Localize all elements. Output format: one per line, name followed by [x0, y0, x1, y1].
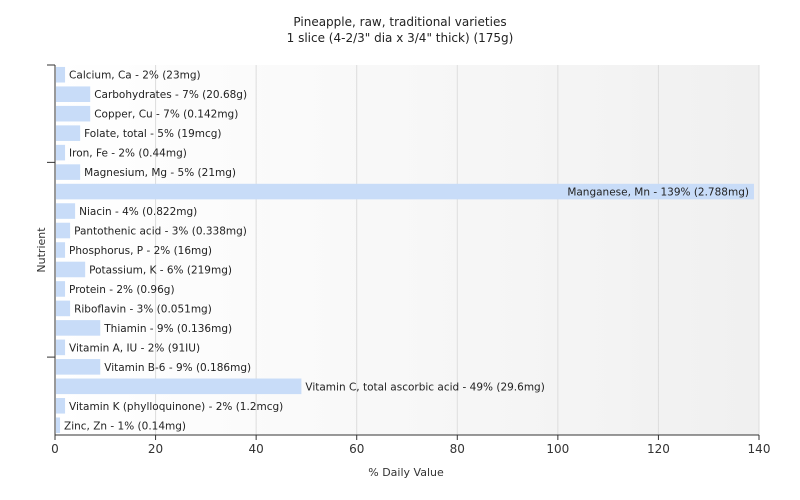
bar-label: Calcium, Ca - 2% (23mg) — [69, 70, 201, 82]
y-axis-label: Nutrient — [35, 227, 48, 273]
x-tick-label: 120 — [647, 442, 670, 456]
bar — [56, 144, 66, 161]
plot-background — [55, 65, 759, 435]
bar — [56, 300, 71, 317]
bar — [56, 164, 81, 180]
bar-label: Vitamin A, IU - 2% (91IU) — [69, 342, 200, 354]
bar — [56, 339, 66, 356]
bar-label: Carbohydrates - 7% (20.68g) — [94, 89, 247, 101]
bar-label: Iron, Fe - 2% (0.44mg) — [69, 148, 187, 160]
bar — [56, 125, 81, 141]
x-tick-label: 80 — [450, 442, 465, 456]
x-tick-label: 20 — [148, 442, 163, 456]
bar — [56, 261, 86, 278]
bar-label: Thiamin - 9% (0.136mg) — [103, 323, 232, 335]
bar — [56, 359, 101, 375]
bar — [56, 105, 91, 122]
bar — [56, 222, 71, 239]
x-tick-label: 60 — [349, 442, 364, 456]
x-tick-label: 100 — [546, 442, 569, 456]
bar-label: Manganese, Mn - 139% (2.788mg) — [567, 187, 749, 199]
bar — [56, 183, 754, 200]
bar-label: Phosphorus, P - 2% (16mg) — [69, 245, 212, 257]
bar — [56, 398, 66, 414]
bar-label: Riboflavin - 3% (0.051mg) — [74, 303, 212, 315]
bar-label: Niacin - 4% (0.822mg) — [79, 206, 197, 218]
bar-label: Pantothenic acid - 3% (0.338mg) — [74, 226, 247, 238]
x-tick-label: 140 — [748, 442, 771, 456]
bar — [56, 86, 91, 102]
bar — [56, 203, 76, 219]
bar-label: Vitamin K (phylloquinone) - 2% (1.2mcg) — [69, 401, 283, 413]
bar-label: Folate, total - 5% (19mcg) — [84, 128, 221, 140]
x-tick-label: 40 — [249, 442, 264, 456]
x-tick-label: 0 — [51, 442, 59, 456]
bar-label: Protein - 2% (0.96g) — [69, 284, 175, 296]
bar-label: Magnesium, Mg - 5% (21mg) — [84, 167, 236, 179]
bar — [56, 320, 101, 336]
chart-subtitle: 1 slice (4-2/3" dia x 3/4" thick) (175g) — [286, 31, 514, 45]
bar — [56, 417, 61, 434]
bar — [56, 378, 302, 395]
bar-label: Vitamin C, total ascorbic acid - 49% (29… — [305, 381, 544, 393]
bar — [56, 242, 66, 258]
bar-label: Copper, Cu - 7% (0.142mg) — [94, 109, 238, 121]
bar-label: Zinc, Zn - 1% (0.14mg) — [64, 420, 186, 432]
bar-label: Potassium, K - 6% (219mg) — [89, 264, 232, 276]
chart-title: Pineapple, raw, traditional varieties — [293, 15, 507, 29]
bar — [56, 281, 66, 297]
bar-label: Vitamin B-6 - 9% (0.186mg) — [104, 362, 251, 374]
x-axis-label: % Daily Value — [368, 466, 444, 479]
bar — [56, 66, 66, 83]
